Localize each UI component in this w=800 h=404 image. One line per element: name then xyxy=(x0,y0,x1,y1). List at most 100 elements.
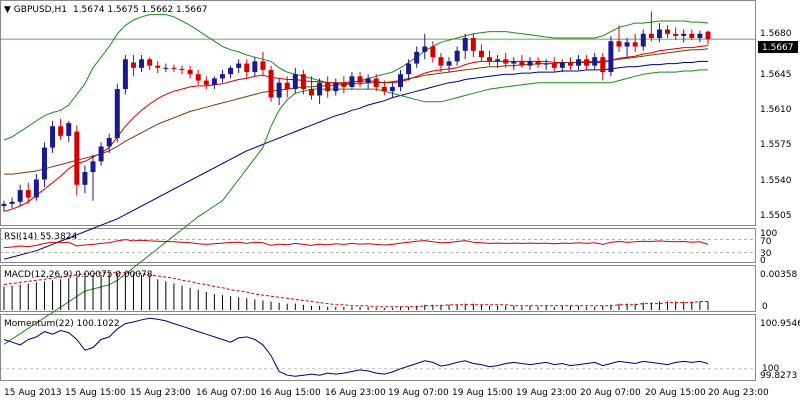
candle xyxy=(268,65,274,102)
candle-body xyxy=(381,86,387,92)
candle-body xyxy=(349,76,355,87)
candle-body xyxy=(519,61,525,66)
y-tick-3: 1.5610 xyxy=(760,105,792,115)
candle xyxy=(495,55,501,68)
candle-body xyxy=(470,38,476,51)
candle xyxy=(66,120,72,143)
candle-body xyxy=(462,38,468,51)
ema-red-line xyxy=(3,45,709,212)
candle-body xyxy=(527,61,533,66)
momentum-title: Momentum(22) 100.1022 xyxy=(4,319,120,329)
candle-body xyxy=(106,137,112,147)
candle-body xyxy=(689,33,695,39)
x-label-2: 15 Aug 15:00 xyxy=(65,388,126,398)
candle xyxy=(122,55,128,95)
candle xyxy=(147,57,153,70)
candle-body xyxy=(640,33,646,47)
candle-body xyxy=(624,42,630,47)
candle xyxy=(381,80,387,96)
x-label-6: 16 Aug 23:00 xyxy=(325,388,386,398)
y-tick-1: 1.5680 xyxy=(760,29,792,39)
candle-body xyxy=(446,61,452,66)
rsi-tick-30: 30 xyxy=(760,249,772,259)
candle-body xyxy=(260,61,266,70)
rsi-tick-100: 100 xyxy=(760,229,777,239)
candle-body xyxy=(681,33,687,36)
candle-body xyxy=(211,78,217,85)
symbol-name: GBPUSD,H1 xyxy=(14,5,67,15)
candle xyxy=(98,142,104,166)
rsi-chart xyxy=(0,239,756,253)
candle xyxy=(114,83,120,143)
candle xyxy=(171,64,177,73)
candle xyxy=(163,63,169,73)
candle-body xyxy=(317,82,323,96)
x-label-9: 19 Aug 23:00 xyxy=(516,388,577,398)
candle xyxy=(616,25,622,52)
candle-body xyxy=(90,161,96,173)
candle-body xyxy=(365,78,371,83)
y-tick-4: 1.5575 xyxy=(760,140,792,150)
sma-blue-line xyxy=(3,60,708,260)
candle xyxy=(187,65,193,79)
candle xyxy=(244,59,250,79)
ma-brown-line xyxy=(4,48,709,175)
candle-body xyxy=(567,62,573,66)
candle-body xyxy=(389,86,395,92)
candle xyxy=(203,76,209,90)
candle-body xyxy=(373,78,379,87)
momentum-tick-100: 100 xyxy=(762,364,779,374)
candle xyxy=(470,33,476,58)
candle-body xyxy=(50,126,56,148)
current-price-label: 1.5667 xyxy=(762,43,794,53)
candle-body xyxy=(438,57,444,66)
candle xyxy=(681,29,687,43)
candle xyxy=(632,33,638,52)
candle-body xyxy=(300,74,306,90)
candle-body xyxy=(616,41,622,47)
candle-body xyxy=(82,172,88,185)
candle-body xyxy=(1,203,7,207)
candle-body xyxy=(487,57,493,62)
candle-body xyxy=(414,51,420,64)
ohlc-readout: 1.5674 1.5675 1.5662 1.5667 xyxy=(73,5,208,15)
candle-body xyxy=(308,89,314,96)
candle xyxy=(325,76,331,98)
momentum-tick-min: 99.8273 xyxy=(760,371,797,381)
candle xyxy=(211,76,217,90)
candle-body xyxy=(673,33,679,36)
candle-body xyxy=(276,82,282,98)
x-axis: 15 Aug 2013 15 Aug 15:00 15 Aug 23:00 16… xyxy=(4,388,769,398)
candle xyxy=(9,197,15,209)
candle xyxy=(284,76,290,98)
candle-body xyxy=(195,74,201,81)
candle xyxy=(50,120,56,153)
candle xyxy=(665,25,671,39)
candle xyxy=(398,69,404,92)
candle-body xyxy=(114,89,120,138)
x-label-5: 16 Aug 15:00 xyxy=(260,388,321,398)
candle xyxy=(535,57,541,68)
candle xyxy=(511,57,517,70)
candle-body xyxy=(592,57,598,66)
candle-body xyxy=(9,201,15,204)
macd-chart xyxy=(3,272,709,310)
rsi-line xyxy=(3,239,709,249)
candle-body xyxy=(325,82,331,92)
candle xyxy=(454,46,460,66)
candle-body xyxy=(697,33,703,39)
candle xyxy=(697,30,703,43)
candle-body xyxy=(705,31,711,40)
candle xyxy=(341,76,347,94)
candle xyxy=(317,78,323,104)
candle xyxy=(438,52,444,73)
candle xyxy=(300,69,306,95)
candle xyxy=(689,29,695,41)
candle xyxy=(584,55,590,70)
candle-body xyxy=(495,59,501,62)
main-price-chart xyxy=(0,11,756,345)
candle xyxy=(389,82,395,98)
candle-body xyxy=(98,146,104,162)
